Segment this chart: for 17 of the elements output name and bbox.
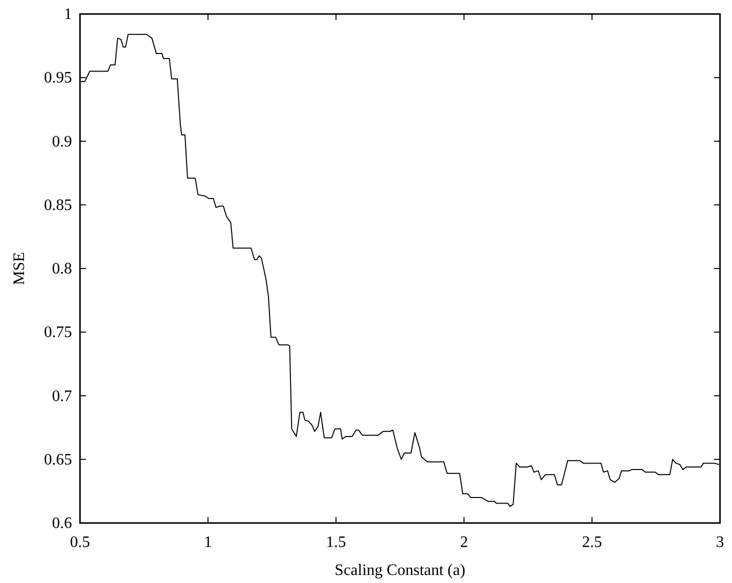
x-tick-label: 1.5: [326, 534, 346, 551]
y-tick-label: 0.7: [52, 388, 72, 405]
x-tick-label: 3: [716, 534, 724, 551]
x-tick-label: 2.5: [582, 534, 602, 551]
x-axis-title: Scaling Constant (a): [334, 562, 466, 579]
y-tick-label: 0.9: [52, 133, 72, 150]
y-tick-label: 0.95: [44, 70, 72, 87]
x-tick-label: 2: [460, 534, 468, 551]
y-tick-label: 1: [64, 6, 72, 23]
y-tick-label: 0.8: [52, 260, 72, 278]
y-tick-label: 0.6: [52, 515, 72, 532]
y-tick-label: 0.75: [44, 324, 72, 342]
y-tick-label: 0.65: [44, 451, 72, 468]
x-tick-label: 0.5: [70, 534, 90, 551]
y-tick-label: 0.85: [44, 196, 72, 214]
y-axis-title: MSE: [11, 252, 28, 285]
x-tick-label: 1: [204, 534, 212, 551]
